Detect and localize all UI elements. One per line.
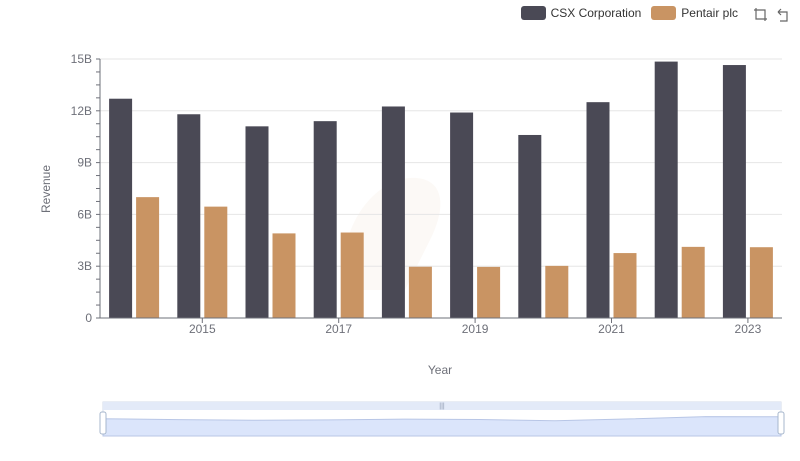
y-tick-label: 6B — [77, 207, 92, 221]
slider-grip-icon[interactable]: ||| — [439, 403, 445, 410]
zoom-area-icon[interactable] — [752, 6, 769, 23]
legend-label-pentair: Pentair plc — [681, 6, 738, 20]
bar-pentair-2020[interactable] — [545, 265, 569, 318]
bar-csx-2021[interactable] — [586, 102, 610, 319]
bar-pentair-2017[interactable] — [340, 232, 364, 318]
slider-top-bar[interactable] — [103, 402, 781, 410]
bar-csx-2022[interactable] — [654, 61, 678, 319]
bar-pentair-2014[interactable] — [136, 197, 160, 318]
bar-csx-2019[interactable] — [450, 112, 474, 318]
bar-pentair-2019[interactable] — [477, 266, 501, 318]
bar-pentair-2023[interactable] — [749, 247, 773, 318]
bar-pentair-2018[interactable] — [408, 266, 432, 318]
axes — [99, 59, 782, 319]
bar-csx-2015[interactable] — [177, 114, 201, 319]
bar-pentair-2016[interactable] — [272, 233, 296, 318]
bar-csx-2020[interactable] — [518, 134, 542, 318]
x-tick-labels: 2015 2017 2019 2021 2023 — [189, 318, 762, 336]
slider-right-handle[interactable] — [777, 411, 785, 435]
x-tick-label: 2021 — [598, 322, 625, 336]
legend-item-csx[interactable]: CSX Corporation — [520, 6, 642, 20]
y-tick-label: 15B — [71, 52, 92, 66]
y-tick-label: 3B — [77, 259, 92, 273]
slider-left-handle[interactable] — [99, 411, 107, 435]
bars — [109, 61, 773, 319]
bar-pentair-2022[interactable] — [681, 246, 705, 318]
bar-pentair-2015[interactable] — [204, 206, 228, 318]
legend-label-csx: CSX Corporation — [550, 6, 642, 20]
y-tick-label: 0 — [85, 311, 92, 325]
x-tick-label: 2017 — [325, 322, 352, 336]
x-tick-label: 2019 — [462, 322, 489, 336]
x-axis-title: Year — [428, 363, 452, 377]
bar-csx-2018[interactable] — [381, 106, 405, 318]
data-zoom-slider[interactable]: ||| — [99, 401, 785, 437]
legend-swatch-csx — [520, 6, 546, 20]
restore-icon[interactable] — [775, 6, 792, 23]
grid-lines — [100, 58, 782, 267]
bar-csx-2014[interactable] — [109, 98, 133, 318]
legend: CSX Corporation Pentair plc — [520, 3, 738, 23]
y-axis-title: Revenue — [39, 165, 53, 213]
bar-pentair-2021[interactable] — [613, 253, 637, 318]
y-tick-label: 12B — [71, 104, 92, 118]
legend-item-pentair[interactable]: Pentair plc — [651, 6, 738, 20]
x-tick-label: 2023 — [735, 322, 762, 336]
x-tick-label: 2015 — [189, 322, 216, 336]
bar-csx-2023[interactable] — [722, 65, 746, 318]
legend-swatch-pentair — [651, 6, 677, 20]
slider-preview-area — [102, 416, 782, 437]
toolbox — [752, 6, 792, 23]
y-tick-labels: 0 3B 6B 9B 12B 15B — [71, 52, 100, 325]
bar-csx-2016[interactable] — [245, 126, 269, 318]
bar-csx-2017[interactable] — [313, 121, 337, 318]
y-tick-label: 9B — [77, 156, 92, 170]
